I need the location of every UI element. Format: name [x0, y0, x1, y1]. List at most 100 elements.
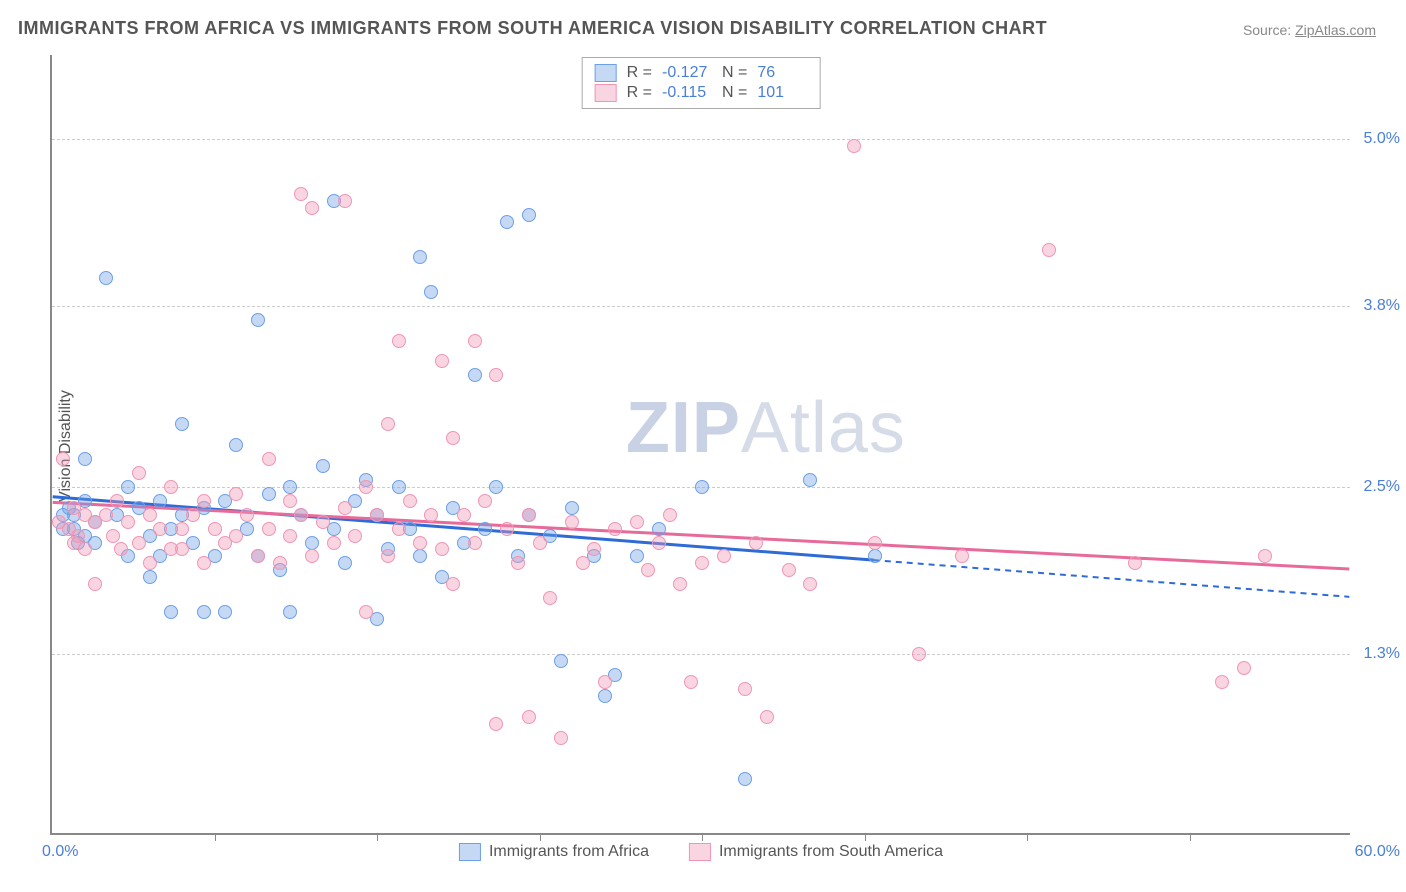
data-point — [110, 494, 124, 508]
data-point — [305, 536, 319, 550]
data-point — [868, 536, 882, 550]
data-point — [760, 710, 774, 724]
data-point — [576, 556, 590, 570]
data-point — [78, 542, 92, 556]
legend-label: Immigrants from South America — [719, 843, 943, 861]
data-point — [511, 556, 525, 570]
data-point — [175, 522, 189, 536]
data-point — [652, 522, 666, 536]
data-point — [327, 536, 341, 550]
data-point — [1042, 243, 1056, 257]
data-point — [283, 529, 297, 543]
data-point — [500, 522, 514, 536]
trend-lines — [52, 55, 1350, 833]
source-link[interactable]: ZipAtlas.com — [1295, 22, 1376, 38]
data-point — [294, 508, 308, 522]
data-point — [153, 522, 167, 536]
x-tick — [865, 833, 866, 841]
gridline — [52, 654, 1350, 655]
data-point — [468, 368, 482, 382]
data-point — [186, 508, 200, 522]
n-label: N = — [722, 84, 747, 102]
data-point — [143, 556, 157, 570]
y-tick-label: 1.3% — [1364, 645, 1400, 663]
data-point — [522, 508, 536, 522]
n-value: 76 — [757, 64, 807, 82]
chart-title: IMMIGRANTS FROM AFRICA VS IMMIGRANTS FRO… — [18, 18, 1047, 39]
n-value: 101 — [757, 84, 807, 102]
data-point — [684, 675, 698, 689]
trend-line-dashed — [874, 560, 1349, 597]
data-point — [381, 549, 395, 563]
data-point — [955, 549, 969, 563]
legend-swatch — [595, 64, 617, 82]
data-point — [1128, 556, 1142, 570]
data-point — [565, 515, 579, 529]
data-point — [468, 536, 482, 550]
watermark: ZIPAtlas — [626, 387, 906, 469]
data-point — [478, 522, 492, 536]
stats-legend-box: R =-0.127N =76R =-0.115N =101 — [582, 57, 821, 109]
data-point — [132, 466, 146, 480]
data-point — [99, 271, 113, 285]
data-point — [218, 605, 232, 619]
data-point — [316, 459, 330, 473]
data-point — [175, 542, 189, 556]
data-point — [803, 473, 817, 487]
data-point — [99, 508, 113, 522]
x-axis-max-label: 60.0% — [1355, 843, 1400, 861]
legend-swatch — [595, 84, 617, 102]
data-point — [673, 577, 687, 591]
data-point — [208, 522, 222, 536]
data-point — [424, 508, 438, 522]
data-point — [522, 710, 536, 724]
data-point — [114, 542, 128, 556]
legend-item: Immigrants from South America — [689, 843, 943, 861]
plot-area: ZIPAtlas 1.3%2.5%3.8%5.0% R =-0.127N =76… — [50, 55, 1350, 835]
data-point — [283, 494, 297, 508]
data-point — [348, 529, 362, 543]
data-point — [240, 508, 254, 522]
data-point — [738, 682, 752, 696]
data-point — [1215, 675, 1229, 689]
data-point — [446, 431, 460, 445]
data-point — [630, 515, 644, 529]
x-tick — [1027, 833, 1028, 841]
data-point — [413, 536, 427, 550]
y-tick-label: 5.0% — [1364, 130, 1400, 148]
data-point — [587, 542, 601, 556]
data-point — [652, 536, 666, 550]
data-point — [197, 494, 211, 508]
data-point — [153, 494, 167, 508]
data-point — [121, 515, 135, 529]
data-point — [695, 556, 709, 570]
x-tick — [702, 833, 703, 841]
data-point — [251, 549, 265, 563]
data-point — [381, 417, 395, 431]
data-point — [197, 605, 211, 619]
data-point — [283, 605, 297, 619]
data-point — [88, 577, 102, 591]
data-point — [500, 215, 514, 229]
data-point — [1237, 661, 1251, 675]
data-point — [468, 334, 482, 348]
data-point — [251, 313, 265, 327]
data-point — [294, 187, 308, 201]
data-point — [338, 501, 352, 515]
data-point — [912, 647, 926, 661]
data-point — [435, 542, 449, 556]
legend-swatch — [459, 843, 481, 861]
data-point — [749, 536, 763, 550]
legend-item: Immigrants from Africa — [459, 843, 649, 861]
data-point — [392, 334, 406, 348]
x-tick — [377, 833, 378, 841]
data-point — [392, 480, 406, 494]
data-point — [316, 515, 330, 529]
legend-swatch — [689, 843, 711, 861]
r-value: -0.115 — [662, 84, 712, 102]
data-point — [478, 494, 492, 508]
data-point — [663, 508, 677, 522]
data-point — [847, 139, 861, 153]
source-prefix: Source: — [1243, 22, 1295, 38]
y-tick-label: 3.8% — [1364, 297, 1400, 315]
